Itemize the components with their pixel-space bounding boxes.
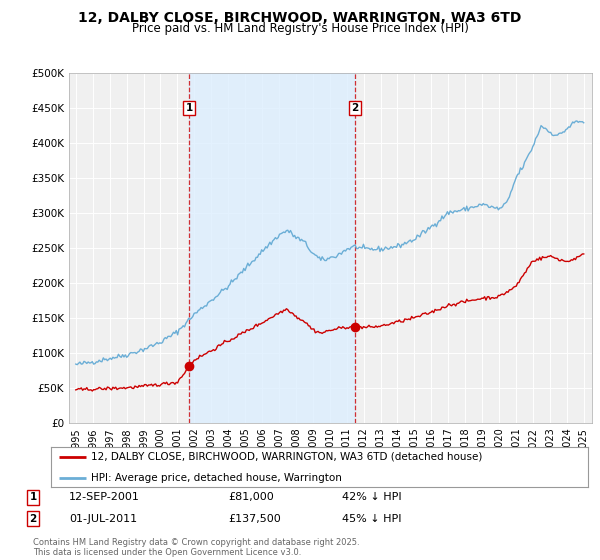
Text: 2: 2 [352,103,359,113]
Text: 1: 1 [29,492,37,502]
Text: £137,500: £137,500 [228,514,281,524]
Bar [190,73,355,423]
Text: 45% ↓ HPI: 45% ↓ HPI [342,514,401,524]
Text: 2: 2 [29,514,37,524]
Text: 12-SEP-2001: 12-SEP-2001 [69,492,140,502]
Text: 42% ↓ HPI: 42% ↓ HPI [342,492,401,502]
Text: 1: 1 [186,103,193,113]
Text: HPI: Average price, detached house, Warrington: HPI: Average price, detached house, Warr… [91,473,342,483]
Text: 12, DALBY CLOSE, BIRCHWOOD, WARRINGTON, WA3 6TD (detached house): 12, DALBY CLOSE, BIRCHWOOD, WARRINGTON, … [91,452,482,462]
Text: Price paid vs. HM Land Registry's House Price Index (HPI): Price paid vs. HM Land Registry's House … [131,22,469,35]
Text: 01-JUL-2011: 01-JUL-2011 [69,514,137,524]
Text: Contains HM Land Registry data © Crown copyright and database right 2025.
This d: Contains HM Land Registry data © Crown c… [33,538,359,557]
Text: 12, DALBY CLOSE, BIRCHWOOD, WARRINGTON, WA3 6TD: 12, DALBY CLOSE, BIRCHWOOD, WARRINGTON, … [79,11,521,25]
Text: £81,000: £81,000 [228,492,274,502]
